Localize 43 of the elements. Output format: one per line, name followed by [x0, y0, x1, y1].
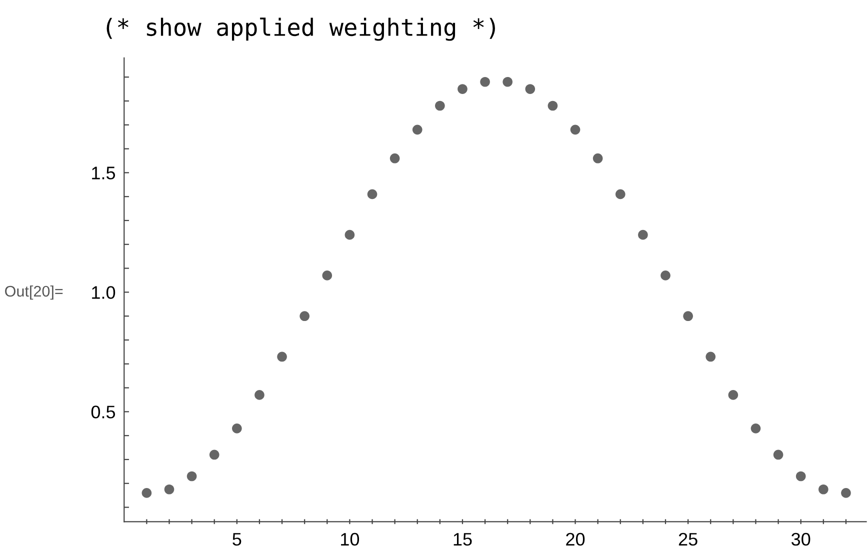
- x-tick-label: 30: [791, 532, 810, 546]
- x-tick-label: 25: [678, 532, 698, 546]
- point: [322, 270, 332, 280]
- point: [750, 424, 761, 434]
- point: [570, 124, 580, 135]
- point: [773, 450, 784, 460]
- y-tick-label: 1.0: [92, 286, 116, 299]
- point: [480, 76, 490, 87]
- point: [367, 189, 378, 200]
- x-tick-label: 20: [566, 532, 585, 546]
- point: [706, 352, 716, 362]
- point: [209, 450, 220, 460]
- point: [683, 311, 693, 321]
- x-tick-label: 15: [454, 533, 472, 546]
- chart-title: (* show applied weighting *): [106, 18, 495, 41]
- point: [186, 471, 197, 482]
- point: [412, 124, 422, 135]
- point: [164, 484, 174, 494]
- point: [142, 488, 152, 498]
- point: [435, 100, 445, 111]
- point: [728, 390, 738, 400]
- y-tick-label: 0.5: [91, 406, 116, 418]
- point: [592, 153, 603, 164]
- point: [615, 189, 626, 200]
- x-tick-label: 5: [232, 533, 242, 546]
- point: [458, 84, 468, 94]
- point: [796, 471, 806, 482]
- point: [502, 76, 513, 87]
- text: Out[20]=: [5, 285, 63, 300]
- point: [254, 390, 264, 400]
- point: [300, 311, 310, 321]
- x-tick-label: 10: [341, 532, 360, 546]
- point: [818, 484, 828, 494]
- point: [525, 84, 536, 94]
- point: [660, 270, 670, 280]
- point: [548, 100, 558, 111]
- point: [232, 424, 242, 434]
- point: [390, 153, 400, 164]
- point: [638, 230, 648, 240]
- point: [344, 230, 355, 240]
- point: [841, 488, 851, 498]
- point: [277, 352, 287, 362]
- y-tick-label: 1.5: [92, 166, 116, 180]
